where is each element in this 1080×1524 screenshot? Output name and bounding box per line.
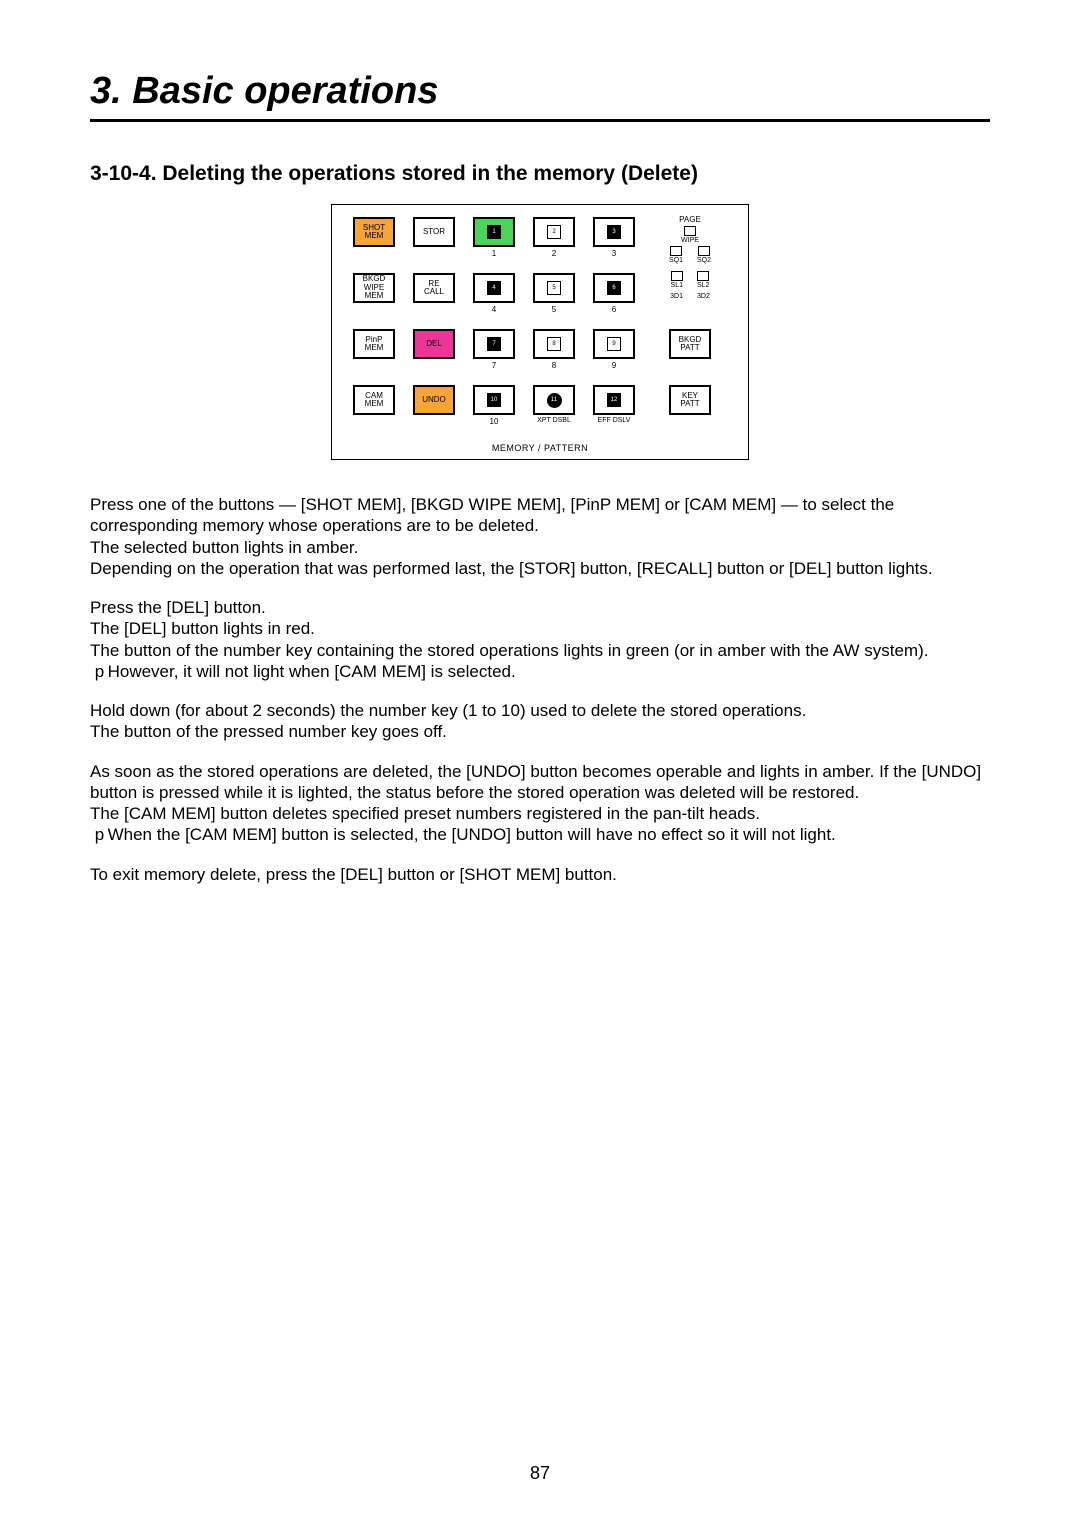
num-4-button: 4 (473, 273, 515, 303)
section-heading: 3-10-4. Deleting the operations stored i… (90, 162, 990, 186)
num-10-button: 10 (473, 385, 515, 415)
num-5-button: 5 (533, 273, 575, 303)
num-3-button: 3 (593, 217, 635, 247)
num-12-button: 12 (593, 385, 635, 415)
panel-footer-label: MEMORY / PATTERN (344, 443, 736, 453)
num-11-button: 11 (533, 385, 575, 415)
instruction-steps: Press one of the buttons — [SHOT MEM], [… (90, 494, 990, 885)
shot-mem-button: SHOTMEM (353, 217, 395, 247)
bkgd-patt-button: BKGDPATT (669, 329, 711, 359)
page-section: PAGE WIPE SQ1 SQ2 (644, 215, 736, 271)
num-1-button: 1 (473, 217, 515, 247)
chapter-title: 3. Basic operations (90, 70, 990, 122)
num-2-button: 2 (533, 217, 575, 247)
stor-button: STOR (413, 217, 455, 247)
bkgd-wipe-mem-button: BKGDWIPEMEM (353, 273, 395, 303)
recall-button: RECALL (413, 273, 455, 303)
cam-mem-button: CAMMEM (353, 385, 395, 415)
sl-section: SL1 SL2 3D1 3D2 (644, 271, 736, 327)
key-patt-button: KEYPATT (669, 385, 711, 415)
num-6-button: 6 (593, 273, 635, 303)
control-panel-diagram: SHOTMEM STOR 11 22 33 PAGE WIPE SQ1 SQ2 … (90, 204, 990, 460)
del-button: DEL (413, 329, 455, 359)
page-number: 87 (0, 1463, 1080, 1484)
pinp-mem-button: PinPMEM (353, 329, 395, 359)
num-9-button: 9 (593, 329, 635, 359)
undo-button: UNDO (413, 385, 455, 415)
num-8-button: 8 (533, 329, 575, 359)
num-7-button: 7 (473, 329, 515, 359)
